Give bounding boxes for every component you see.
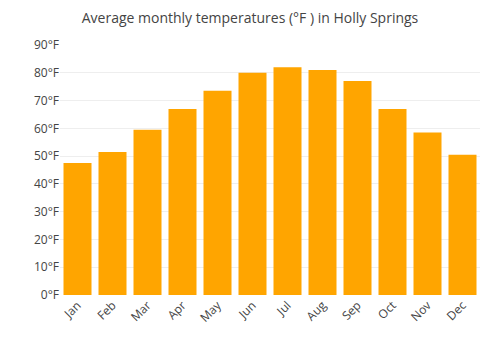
svg-text:30°F: 30°F [34,203,59,220]
svg-text:0°F: 0°F [41,286,59,303]
svg-text:60°F: 60°F [34,120,59,137]
svg-text:Feb: Feb [93,297,119,323]
svg-text:90°F: 90°F [34,36,59,53]
svg-text:70°F: 70°F [34,92,59,109]
svg-text:50°F: 50°F [34,147,59,164]
svg-text:Jun: Jun [234,297,259,322]
svg-text:80°F: 80°F [34,64,59,81]
svg-text:Oct: Oct [374,297,400,323]
svg-text:Aug: Aug [302,297,330,325]
svg-text:Average monthly temperatures (: Average monthly temperatures (°F ) in Ho… [82,8,419,27]
svg-text:Apr: Apr [164,297,190,323]
svg-text:Dec: Dec [443,297,470,324]
svg-text:40°F: 40°F [34,175,59,192]
svg-text:20°F: 20°F [34,231,59,248]
svg-text:Sep: Sep [338,297,365,324]
svg-text:Jul: Jul [272,297,294,319]
svg-text:Nov: Nov [407,297,435,325]
svg-text:10°F: 10°F [34,258,59,275]
svg-text:May: May [196,296,225,325]
svg-text:Mar: Mar [127,297,155,325]
svg-text:Jan: Jan [60,297,85,322]
